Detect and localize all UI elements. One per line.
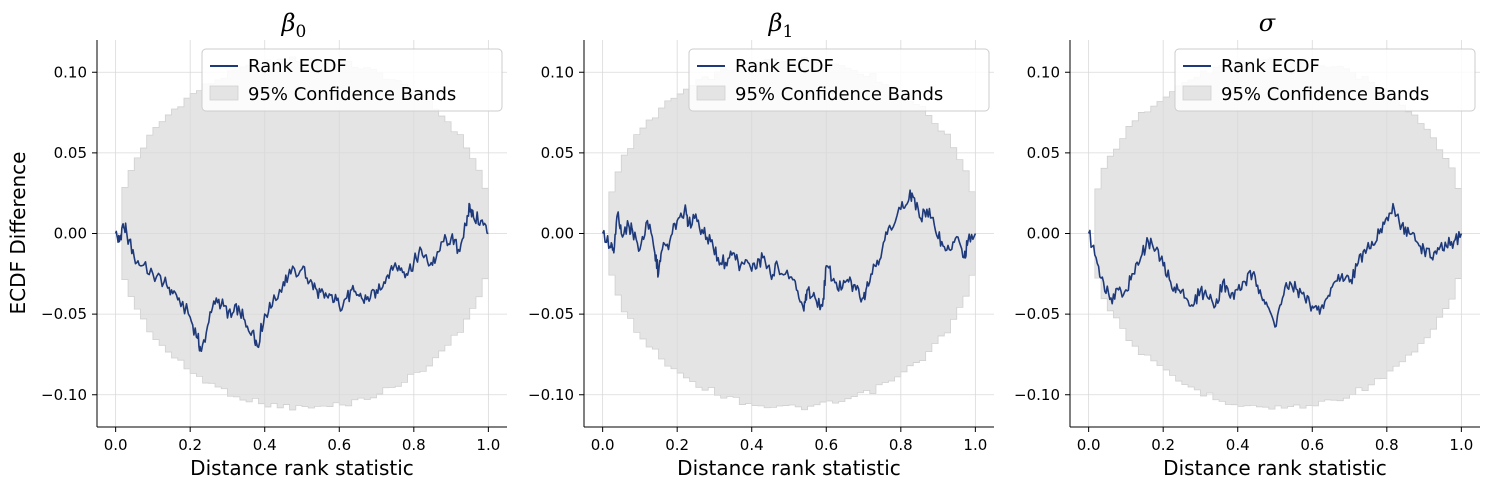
legend: Rank ECDF 95% Confidence Bands <box>201 48 503 112</box>
x-tick-label-2: 0.4 <box>253 436 277 454</box>
legend-band-label: 95% Confidence Bands <box>248 84 456 105</box>
chart-panel-2: 0.0 0.2 0.4 0.6 0.8 1.0 −0.10 −0.05 0.00 0.05 0.10… <box>1014 9 1480 480</box>
chart-panels: 0.0 0.2 0.4 0.6 0.8 1.0−0.10−0.050.000.050.10… <box>41 9 1480 480</box>
legend-box <box>201 48 503 112</box>
panel-title-subscript: 0 <box>296 22 307 42</box>
panel-title-base: β <box>281 9 296 37</box>
legend-box <box>688 48 990 112</box>
x-tick-label-3: 0.6 <box>814 436 838 454</box>
x-axis-label: Distance rank statistic <box>1163 456 1387 480</box>
x-tick-label-4: 0.8 <box>402 436 426 454</box>
legend-band-swatch <box>1182 85 1212 101</box>
y-tick-label-4: 0.10 <box>1027 63 1060 81</box>
x-tick-label-4: 0.8 <box>889 436 913 454</box>
chart-panel-1: 0.0 0.2 0.4 0.6 0.8 1.0 −0.10 −0.05 0.00 0.05 0.10… <box>528 9 994 480</box>
x-axis-label: Distance rank statistic <box>677 456 901 480</box>
x-axis-label: Distance rank statistic <box>190 456 414 480</box>
y-tick-label-2: 0.00 <box>1027 225 1060 243</box>
y-tick-label-4: 0.10 <box>541 63 574 81</box>
panel-title-subscript: 1 <box>783 22 794 42</box>
legend-band-swatch <box>696 85 726 101</box>
y-tick-label-1: −0.05 <box>41 305 87 323</box>
x-tick-label-4: 0.8 <box>1375 436 1399 454</box>
chart-panel-0: 0.0 0.2 0.4 0.6 0.8 1.0 −0.10 −0.05 0.00 0.05 0.10… <box>41 9 507 480</box>
y-tick-label-1: −0.05 <box>528 305 574 323</box>
series-line-0 <box>601 189 977 312</box>
panel-title: σ <box>1259 9 1276 37</box>
legend-line-label: Rank ECDF <box>248 56 347 77</box>
x-tick-label-3: 0.6 <box>327 436 351 454</box>
legend-band-label: 95% Confidence Bands <box>1221 84 1429 105</box>
series-line-0 <box>1087 202 1463 328</box>
y-tick-label-0: −0.10 <box>1014 386 1060 404</box>
x-tick-label-1: 0.2 <box>1151 436 1175 454</box>
y-tick-label-3: 0.05 <box>54 144 87 162</box>
x-tick-label-5: 1.0 <box>476 436 500 454</box>
y-tick-label-4: 0.10 <box>54 63 87 81</box>
x-tick-label-0: 0.0 <box>104 436 128 454</box>
y-tick-label-3: 0.05 <box>1027 144 1060 162</box>
y-tick-label-3: 0.05 <box>541 144 574 162</box>
x-tick-label-2: 0.4 <box>1226 436 1250 454</box>
legend: Rank ECDF 95% Confidence Bands <box>1174 48 1476 112</box>
x-tick-label-1: 0.2 <box>178 436 202 454</box>
panel-title: β1 <box>768 9 794 42</box>
panel-title-base: β <box>768 9 783 37</box>
legend-line-label: Rank ECDF <box>735 56 834 77</box>
y-tick-label-2: 0.00 <box>54 225 87 243</box>
panel-title-base: σ <box>1259 9 1276 37</box>
x-tick-label-5: 1.0 <box>1449 436 1473 454</box>
x-tick-label-1: 0.2 <box>665 436 689 454</box>
x-tick-label-0: 0.0 <box>591 436 615 454</box>
legend-band-label: 95% Confidence Bands <box>735 84 943 105</box>
panel-title: β0 <box>281 9 307 42</box>
x-tick-label-3: 0.6 <box>1300 436 1324 454</box>
figure-ylabel: ECDF Difference <box>6 152 30 315</box>
legend: Rank ECDF 95% Confidence Bands <box>688 48 990 112</box>
y-tick-label-1: −0.05 <box>1014 305 1060 323</box>
legend-band-swatch <box>209 85 239 101</box>
y-tick-label-0: −0.10 <box>528 386 574 404</box>
x-tick-label-5: 1.0 <box>963 436 987 454</box>
y-tick-label-0: −0.10 <box>41 386 87 404</box>
x-tick-label-0: 0.0 <box>1077 436 1101 454</box>
x-tick-label-2: 0.4 <box>740 436 764 454</box>
legend-line-label: Rank ECDF <box>1221 56 1320 77</box>
series-line-0 <box>114 202 489 352</box>
y-tick-label-2: 0.00 <box>541 225 574 243</box>
legend-box <box>1174 48 1476 112</box>
